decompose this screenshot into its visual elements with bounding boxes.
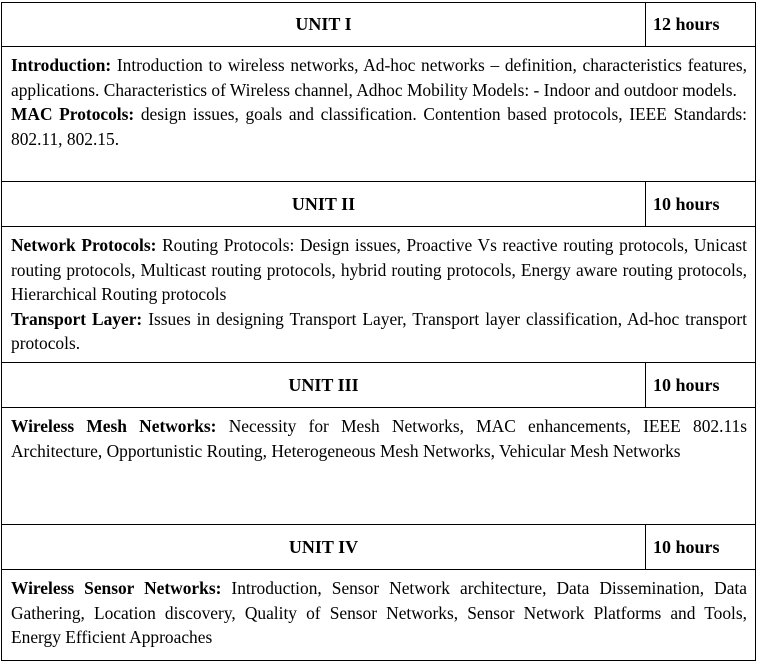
unit-title: UNIT II — [2, 182, 646, 226]
topic-label: Wireless Mesh Networks: — [11, 416, 217, 436]
topic-paragraph: Wireless Mesh Networks: Necessity for Me… — [11, 414, 747, 463]
unit-hours: 10 hours — [653, 536, 720, 557]
unit-content: Introduction: Introduction to wireless n… — [1, 47, 756, 182]
topic-label: Transport Layer: — [11, 308, 143, 329]
topic-text: Introduction to wireless networks, Ad-ho… — [11, 55, 747, 100]
topic-paragraph: Wireless Sensor Networks: Introduction, … — [11, 576, 747, 650]
topic-paragraph: MAC Protocols: design issues, goals and … — [11, 102, 747, 151]
unit-header-row: UNIT II 10 hours — [1, 182, 756, 227]
topic-label: MAC Protocols: — [11, 104, 135, 125]
topic-text: Routing Protocols: Design issues, Proact… — [11, 235, 748, 305]
unit-content: Wireless Mesh Networks: Necessity for Me… — [1, 408, 756, 525]
topic-text: Introduction, Sensor Network architectur… — [11, 578, 748, 648]
topic-paragraph: Introduction: Introduction to wireless n… — [11, 53, 747, 102]
topic-label: Introduction: — [11, 55, 112, 75]
unit-hours: 12 hours — [653, 14, 720, 34]
topic-paragraph: Network Protocols: Routing Protocols: De… — [11, 233, 747, 307]
unit-header-row: UNIT III 10 hours — [1, 363, 756, 408]
topic-text: Issues in designing Transport Layer, Tra… — [11, 308, 747, 354]
unit-title: UNIT IV — [2, 525, 646, 569]
topic-text: design issues, goals and classification.… — [11, 104, 747, 149]
unit-header-row: UNIT I 12 hours — [1, 2, 756, 47]
topic-text: Necessity for Mesh Networks, MAC enhance… — [11, 416, 747, 461]
unit-hours: 10 hours — [653, 193, 720, 214]
unit-content: Network Protocols: Routing Protocols: De… — [1, 227, 756, 363]
unit-hours: 10 hours — [653, 374, 720, 395]
unit-title: UNIT I — [2, 3, 646, 46]
unit-content: Wireless Sensor Networks: Introduction, … — [1, 570, 756, 661]
topic-paragraph: Transport Layer: Issues in designing Tra… — [11, 307, 747, 356]
topic-label: Network Protocols: — [11, 235, 157, 255]
topic-label: Wireless Sensor Networks: — [11, 578, 222, 598]
unit-header-row: UNIT IV 10 hours — [1, 525, 756, 570]
unit-title: UNIT III — [2, 363, 646, 407]
